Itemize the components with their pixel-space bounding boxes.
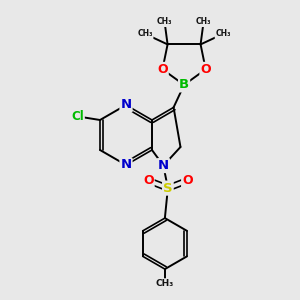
Text: O: O: [143, 174, 154, 187]
Text: CH₃: CH₃: [157, 17, 172, 26]
Text: B: B: [179, 78, 189, 92]
Text: O: O: [182, 174, 193, 187]
Text: N: N: [120, 158, 132, 172]
Text: O: O: [157, 63, 168, 76]
Text: CH₃: CH₃: [215, 29, 231, 38]
Text: CH₃: CH₃: [196, 17, 211, 26]
Text: N: N: [120, 98, 132, 112]
Text: O: O: [200, 63, 211, 76]
Text: CH₃: CH₃: [137, 29, 153, 38]
Text: N: N: [158, 159, 169, 172]
Text: S: S: [163, 182, 173, 195]
Text: CH₃: CH₃: [156, 279, 174, 288]
Text: Cl: Cl: [71, 110, 84, 123]
